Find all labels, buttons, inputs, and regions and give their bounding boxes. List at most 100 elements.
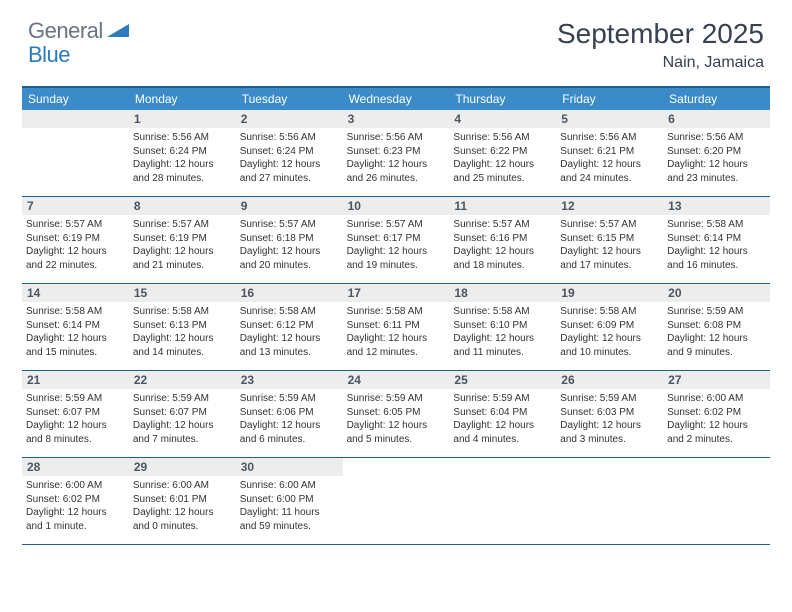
logo-blue-wrap: Blue bbox=[28, 42, 70, 68]
day-info-line: Daylight: 12 hours bbox=[347, 419, 446, 433]
day-info-line: Sunset: 6:15 PM bbox=[560, 232, 659, 246]
day-info-line: Daylight: 12 hours bbox=[453, 158, 552, 172]
day-cell: 13 Sunrise: 5:58 AMSunset: 6:14 PMDayligh… bbox=[663, 197, 770, 283]
day-info-line: Sunrise: 5:59 AM bbox=[240, 392, 339, 406]
day-info-line: and 8 minutes. bbox=[26, 433, 125, 447]
day-number: 13 bbox=[663, 197, 770, 215]
day-info-line: Sunset: 6:19 PM bbox=[133, 232, 232, 246]
day-info-line: and 5 minutes. bbox=[347, 433, 446, 447]
day-info-line: and 59 minutes. bbox=[240, 520, 339, 534]
day-info-line: Daylight: 12 hours bbox=[133, 332, 232, 346]
day-info-line: Daylight: 12 hours bbox=[133, 158, 232, 172]
day-info-line: Sunrise: 5:56 AM bbox=[453, 131, 552, 145]
day-info-line: Daylight: 12 hours bbox=[26, 506, 125, 520]
day-cell: 18Sunrise: 5:58 AMSunset: 6:10 PMDayligh… bbox=[449, 284, 556, 370]
day-number: 7 bbox=[22, 197, 129, 215]
day-info-line: and 23 minutes. bbox=[667, 172, 766, 186]
day-info-line: Sunset: 6:10 PM bbox=[453, 319, 552, 333]
day-info-line: and 1 minute. bbox=[26, 520, 125, 534]
day-info-line: Sunrise: 5:57 AM bbox=[347, 218, 446, 232]
day-info-line: Sunset: 6:01 PM bbox=[133, 493, 232, 507]
day-info-line: Sunrise: 5:56 AM bbox=[667, 131, 766, 145]
week-row: 1Sunrise: 5:56 AMSunset: 6:24 PMDaylight… bbox=[22, 110, 770, 197]
day-info-line: Daylight: 12 hours bbox=[133, 245, 232, 259]
day-cell: 19Sunrise: 5:58 AMSunset: 6:09 PMDayligh… bbox=[556, 284, 663, 370]
week-row: 14Sunrise: 5:58 AMSunset: 6:14 PMDayligh… bbox=[22, 284, 770, 371]
dow-cell: Tuesday bbox=[236, 88, 343, 110]
day-info-line: Sunset: 6:09 PM bbox=[560, 319, 659, 333]
day-number: 25 bbox=[449, 371, 556, 389]
day-info-line: Sunrise: 5:57 AM bbox=[240, 218, 339, 232]
logo-text-general: General bbox=[28, 18, 103, 44]
day-info-line: Sunset: 6:06 PM bbox=[240, 406, 339, 420]
day-info-line: Sunset: 6:11 PM bbox=[347, 319, 446, 333]
day-cell: 22Sunrise: 5:59 AMSunset: 6:07 PMDayligh… bbox=[129, 371, 236, 457]
day-info-line: Daylight: 12 hours bbox=[240, 245, 339, 259]
day-number: 5 bbox=[556, 110, 663, 128]
logo: General bbox=[28, 18, 131, 44]
day-info-line: Daylight: 12 hours bbox=[453, 245, 552, 259]
day-cell: 15Sunrise: 5:58 AMSunset: 6:13 PMDayligh… bbox=[129, 284, 236, 370]
day-info-line: Daylight: 12 hours bbox=[453, 332, 552, 346]
day-info-line: Sunset: 6:00 PM bbox=[240, 493, 339, 507]
day-info-line: Sunrise: 5:57 AM bbox=[26, 218, 125, 232]
day-info-line: Daylight: 12 hours bbox=[560, 332, 659, 346]
day-info-line: Daylight: 12 hours bbox=[667, 245, 766, 259]
weeks-container: 1Sunrise: 5:56 AMSunset: 6:24 PMDaylight… bbox=[22, 110, 770, 545]
day-info-line: Sunrise: 5:59 AM bbox=[667, 305, 766, 319]
day-info-line: Sunrise: 5:58 AM bbox=[240, 305, 339, 319]
day-number: 26 bbox=[556, 371, 663, 389]
day-info-line: Sunset: 6:24 PM bbox=[133, 145, 232, 159]
day-info-line: Sunrise: 5:58 AM bbox=[347, 305, 446, 319]
day-cell: 9Sunrise: 5:57 AMSunset: 6:18 PMDaylight… bbox=[236, 197, 343, 283]
day-cell bbox=[449, 458, 556, 544]
day-info-line: and 21 minutes. bbox=[133, 259, 232, 273]
dow-cell: Thursday bbox=[449, 88, 556, 110]
day-number: 30 bbox=[236, 458, 343, 476]
day-cell: 11Sunrise: 5:57 AMSunset: 6:16 PMDayligh… bbox=[449, 197, 556, 283]
day-info-line: Sunrise: 5:59 AM bbox=[133, 392, 232, 406]
day-info-line: Sunrise: 5:56 AM bbox=[347, 131, 446, 145]
day-info-line: Sunrise: 5:59 AM bbox=[347, 392, 446, 406]
day-cell: 14Sunrise: 5:58 AMSunset: 6:14 PMDayligh… bbox=[22, 284, 129, 370]
calendar: SundayMondayTuesdayWednesdayThursdayFrid… bbox=[22, 86, 770, 545]
day-info-line: Sunset: 6:20 PM bbox=[667, 145, 766, 159]
day-info-line: and 22 minutes. bbox=[26, 259, 125, 273]
day-number: 19 bbox=[556, 284, 663, 302]
day-info-line: and 26 minutes. bbox=[347, 172, 446, 186]
dow-cell: Monday bbox=[129, 88, 236, 110]
day-info-line: Sunset: 6:08 PM bbox=[667, 319, 766, 333]
day-cell: 2Sunrise: 5:56 AMSunset: 6:24 PMDaylight… bbox=[236, 110, 343, 196]
day-info-line: Sunrise: 5:58 AM bbox=[26, 305, 125, 319]
day-info-line: and 27 minutes. bbox=[240, 172, 339, 186]
day-info-line: and 7 minutes. bbox=[133, 433, 232, 447]
day-number: 1 bbox=[129, 110, 236, 128]
day-info-line: Sunrise: 5:58 AM bbox=[667, 218, 766, 232]
day-cell: 17Sunrise: 5:58 AMSunset: 6:11 PMDayligh… bbox=[343, 284, 450, 370]
day-cell: 12Sunrise: 5:57 AMSunset: 6:15 PMDayligh… bbox=[556, 197, 663, 283]
day-number: 28 bbox=[22, 458, 129, 476]
day-info-line: Sunset: 6:17 PM bbox=[347, 232, 446, 246]
day-cell bbox=[556, 458, 663, 544]
day-cell: 27Sunrise: 6:00 AMSunset: 6:02 PMDayligh… bbox=[663, 371, 770, 457]
page-header: General September 2025 Nain, Jamaica bbox=[0, 0, 792, 80]
day-number: 11 bbox=[449, 197, 556, 215]
day-cell: 29Sunrise: 6:00 AMSunset: 6:01 PMDayligh… bbox=[129, 458, 236, 544]
day-number: 17 bbox=[343, 284, 450, 302]
day-cell: 7Sunrise: 5:57 AMSunset: 6:19 PMDaylight… bbox=[22, 197, 129, 283]
day-number: 27 bbox=[663, 371, 770, 389]
day-info-line: and 28 minutes. bbox=[133, 172, 232, 186]
day-info-line: Sunrise: 5:56 AM bbox=[560, 131, 659, 145]
day-info-line: and 14 minutes. bbox=[133, 346, 232, 360]
day-info-line: Sunset: 6:14 PM bbox=[667, 232, 766, 246]
dow-cell: Saturday bbox=[663, 88, 770, 110]
title-block: September 2025 Nain, Jamaica bbox=[557, 18, 764, 72]
day-info-line: Sunset: 6:04 PM bbox=[453, 406, 552, 420]
day-info-line: Daylight: 12 hours bbox=[560, 419, 659, 433]
day-info-line: Sunrise: 5:57 AM bbox=[133, 218, 232, 232]
day-number: 4 bbox=[449, 110, 556, 128]
day-info-line: Daylight: 12 hours bbox=[240, 332, 339, 346]
day-cell: 26Sunrise: 5:59 AMSunset: 6:03 PMDayligh… bbox=[556, 371, 663, 457]
day-cell bbox=[663, 458, 770, 544]
day-info-line: Sunset: 6:12 PM bbox=[240, 319, 339, 333]
